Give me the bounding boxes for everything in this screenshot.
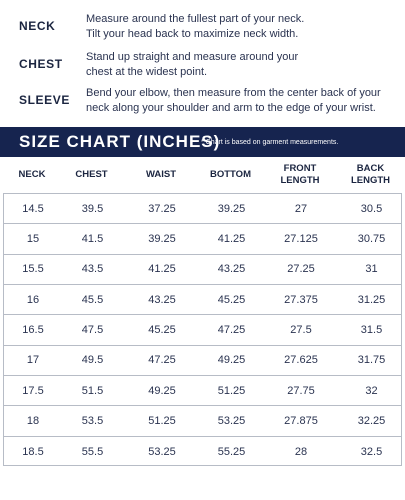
measuring-instructions: NECK Measure around the fullest part of … xyxy=(0,0,405,126)
cell-bottom: 45.25 xyxy=(217,293,246,306)
cell-back-length: 31.5 xyxy=(360,323,383,336)
cell-back-length: 31.25 xyxy=(357,293,386,306)
table-row: 16.5 47.5 45.25 47.25 27.5 31.5 xyxy=(4,315,401,346)
cell-waist: 39.25 xyxy=(148,232,176,245)
banner-note: * Chart is based on garment measurements… xyxy=(201,139,339,146)
cell-front-length: 27.625 xyxy=(284,354,318,367)
table-row: 14.5 39.5 37.25 39.25 27 30.5 xyxy=(4,194,401,225)
column-header-front-length: FRONT LENGTH xyxy=(280,163,320,186)
table-row: 17.5 51.5 49.25 51.25 27.75 32 xyxy=(4,376,401,407)
cell-bottom: 55.25 xyxy=(217,445,246,458)
banner-title: SIZE CHART (INCHES) xyxy=(19,132,221,151)
cell-chest: 53.5 xyxy=(81,414,104,427)
cell-waist: 49.25 xyxy=(148,384,176,397)
cell-bottom: 53.25 xyxy=(217,414,246,427)
table-row: 16 45.5 43.25 45.25 27.375 31.25 xyxy=(4,285,401,316)
column-header-back-length: BACK LENGTH xyxy=(350,163,391,186)
cell-neck: 15 xyxy=(26,232,40,245)
cell-chest: 51.5 xyxy=(81,384,104,397)
instruction-text: Stand up straight and measure around you… xyxy=(86,51,299,78)
cell-waist: 53.25 xyxy=(148,445,176,458)
cell-front-length: 27.375 xyxy=(284,293,318,306)
cell-bottom: 39.25 xyxy=(217,202,246,215)
table-row: 17 49.5 47.25 49.25 27.625 31.75 xyxy=(4,346,401,376)
cell-front-length: 27.5 xyxy=(290,323,312,336)
cell-back-length: 32 xyxy=(365,384,378,397)
instruction-label: NECK xyxy=(19,19,56,33)
cell-waist: 41.25 xyxy=(148,263,176,276)
cell-front-length: 27.125 xyxy=(284,232,318,245)
cell-chest: 43.5 xyxy=(81,263,104,276)
size-chart-banner: SIZE CHART (INCHES) * Chart is based on … xyxy=(0,127,405,157)
cell-front-length: 27.875 xyxy=(284,414,318,427)
cell-neck: 17.5 xyxy=(22,384,44,397)
cell-back-length: 32.5 xyxy=(360,445,383,458)
column-header-bottom: BOTTOM xyxy=(210,169,251,180)
cell-back-length: 30.5 xyxy=(360,202,383,215)
table-body: 14.5 39.5 37.25 39.25 27 30.5 15 41.5 39… xyxy=(3,193,402,466)
cell-bottom: 43.25 xyxy=(217,263,246,276)
cell-front-length: 27 xyxy=(294,202,308,215)
cell-front-length: 27.75 xyxy=(287,384,315,397)
cell-bottom: 41.25 xyxy=(217,232,246,245)
size-table: NECK CHEST WAIST BOTTOM FRONT LENGTH BAC… xyxy=(3,157,402,466)
column-header-waist: WAIST xyxy=(145,169,177,180)
cell-back-length: 31 xyxy=(365,263,378,276)
table-row: 15 41.5 39.25 41.25 27.125 30.75 xyxy=(4,224,401,255)
instruction-label: CHEST xyxy=(19,57,63,71)
cell-neck: 16 xyxy=(26,293,40,306)
table-row: 18 53.5 51.25 53.25 27.875 32.25 xyxy=(4,406,401,437)
cell-waist: 51.25 xyxy=(148,414,176,427)
column-header-neck: NECK xyxy=(18,169,46,180)
cell-chest: 47.5 xyxy=(81,323,104,336)
cell-neck: 18 xyxy=(26,414,40,427)
cell-chest: 41.5 xyxy=(81,232,104,245)
cell-chest: 45.5 xyxy=(81,293,104,306)
cell-chest: 39.5 xyxy=(81,202,104,215)
table-row: 15.5 43.5 41.25 43.25 27.25 31 xyxy=(4,255,401,285)
cell-front-length: 28 xyxy=(294,445,308,458)
cell-chest: 55.5 xyxy=(81,445,104,458)
cell-neck: 14.5 xyxy=(22,202,44,215)
cell-back-length: 30.75 xyxy=(357,232,386,245)
cell-waist: 37.25 xyxy=(148,202,176,215)
cell-waist: 45.25 xyxy=(148,323,176,336)
cell-waist: 47.25 xyxy=(148,354,176,367)
instruction-text: Measure around the fullest part of your … xyxy=(86,13,305,40)
instruction-label: SLEEVE xyxy=(19,93,70,107)
table-header: NECK CHEST WAIST BOTTOM FRONT LENGTH BAC… xyxy=(3,157,402,193)
cell-bottom: 47.25 xyxy=(217,323,246,336)
cell-waist: 43.25 xyxy=(148,293,176,306)
cell-neck: 17 xyxy=(26,354,40,367)
cell-neck: 15.5 xyxy=(22,263,44,276)
cell-back-length: 32.25 xyxy=(357,414,386,427)
column-header-chest: CHEST xyxy=(75,169,108,180)
cell-neck: 16.5 xyxy=(22,323,44,336)
cell-chest: 49.5 xyxy=(81,354,104,367)
cell-back-length: 31.75 xyxy=(357,354,386,367)
cell-front-length: 27.25 xyxy=(287,263,315,276)
instruction-text: Bend your elbow, then measure from the c… xyxy=(86,87,381,114)
cell-bottom: 49.25 xyxy=(217,354,246,367)
cell-neck: 18.5 xyxy=(22,445,44,458)
table-row: 18.5 55.5 53.25 55.25 28 32.5 xyxy=(4,437,401,467)
cell-bottom: 51.25 xyxy=(217,384,246,397)
